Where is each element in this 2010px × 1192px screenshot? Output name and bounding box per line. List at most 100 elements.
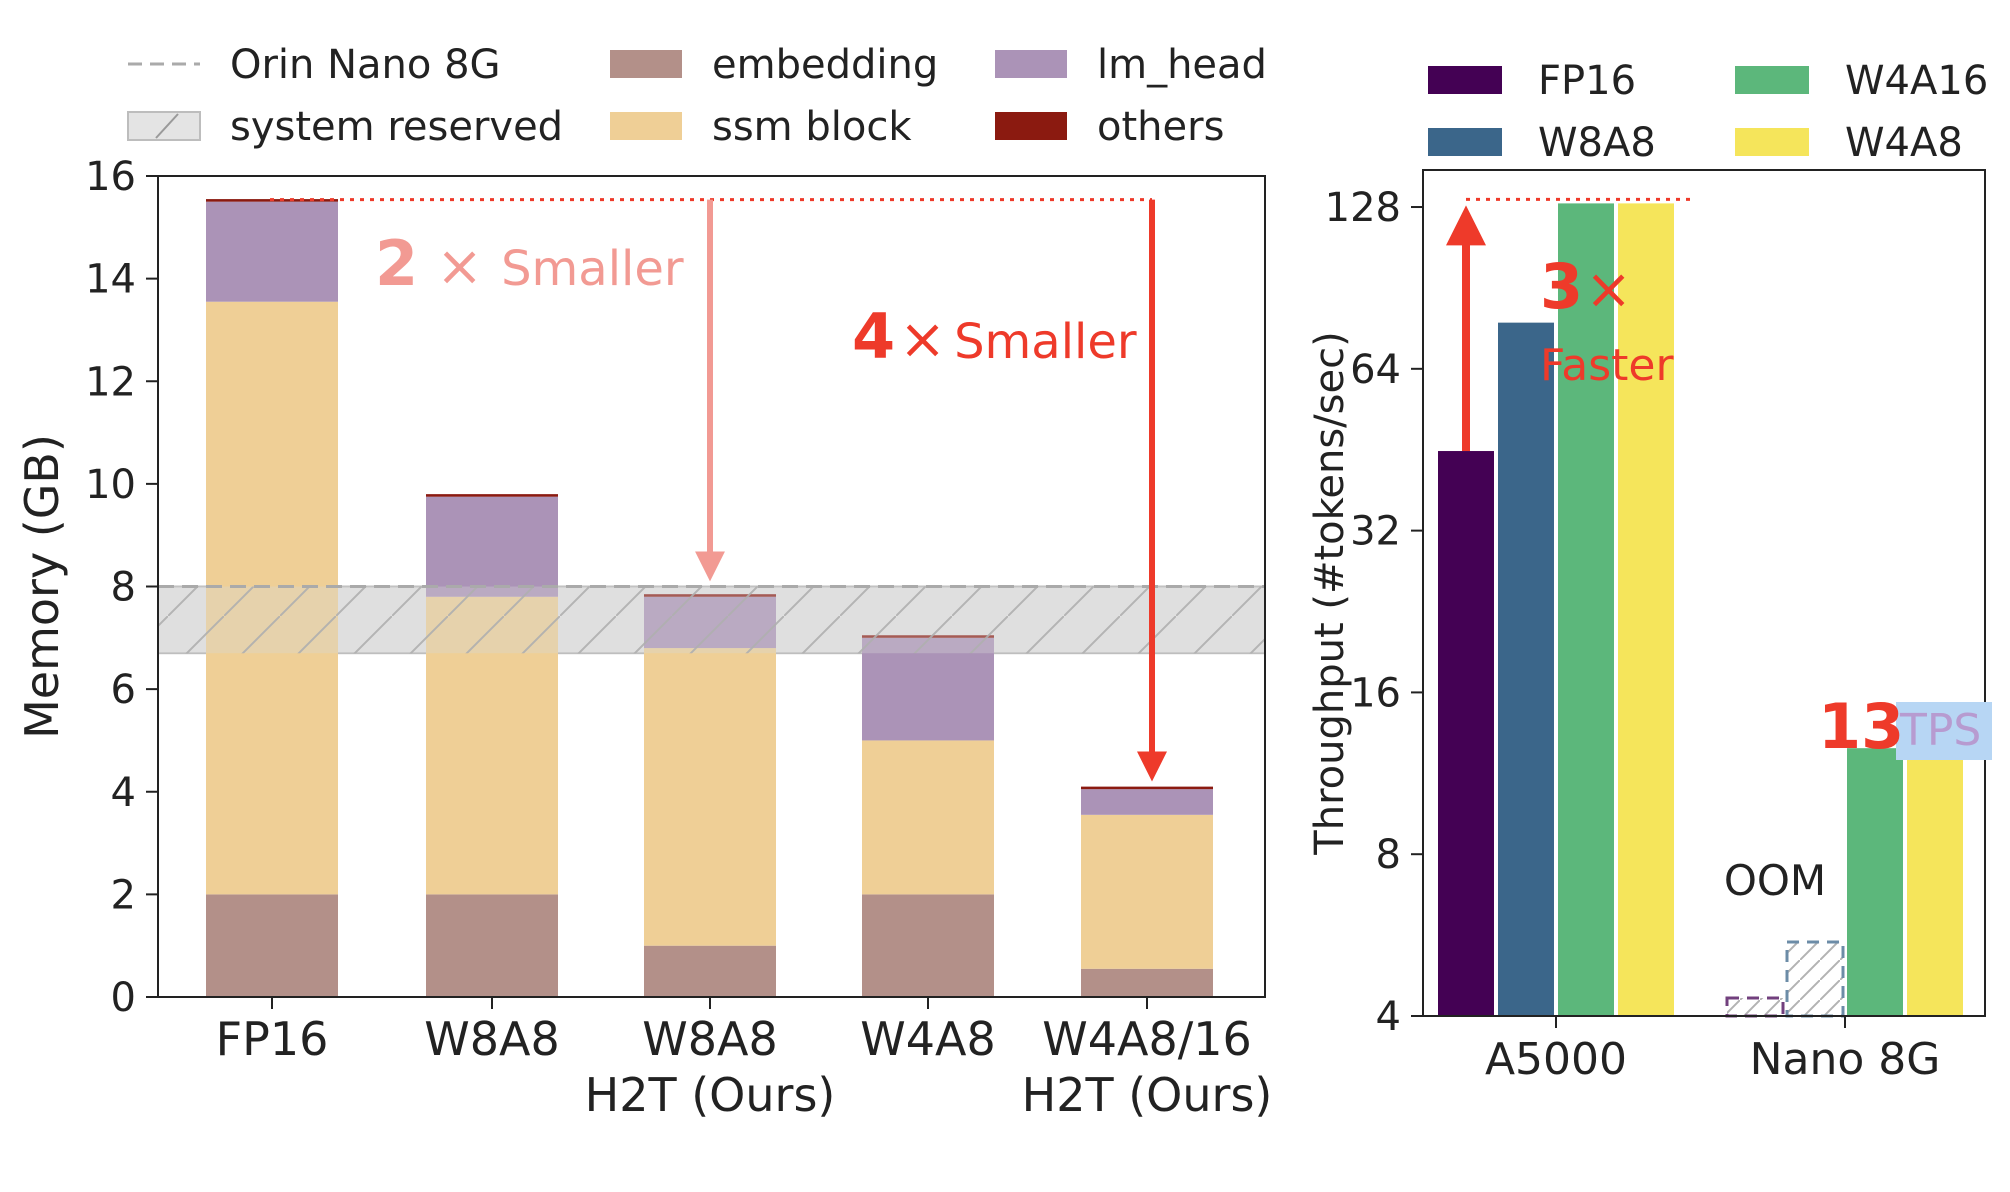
bar-lm-head-1 <box>426 496 558 597</box>
y-tick-label-8: 8 <box>1376 832 1401 878</box>
x-tick-label-nano-8g: Nano 8G <box>1750 1034 1941 1085</box>
label-3x-number: 3 <box>1540 250 1583 323</box>
legend-label-ssm-block: ssm block <box>712 104 912 150</box>
label-3x-faster-word: Faster <box>1540 340 1674 391</box>
bar-embedding-0 <box>206 894 338 997</box>
throughput-chart: 4 8 16 32 64 128 A5000 Nano 8G Throughput (#to… <box>1307 58 1992 1085</box>
bar-w4a8-a5000 <box>1618 203 1674 1017</box>
throughput-bars <box>1438 203 1963 1018</box>
x-tick-label-4-0: W4A8/16 <box>1042 1012 1252 1066</box>
bar-embedding-1 <box>426 894 558 997</box>
legend-swatch-ssm-block <box>610 112 682 140</box>
bar-lm-head-0 <box>206 201 338 302</box>
bar-w8a8-a5000 <box>1498 322 1554 1017</box>
legend-label-w4a16: W4A16 <box>1845 58 1988 104</box>
throughput-plot-frame <box>1422 169 1986 1017</box>
legend-hatch-system-reserved <box>155 113 179 139</box>
y-tick-label-12: 12 <box>85 359 136 405</box>
y-tick-label-32: 32 <box>1350 509 1401 555</box>
bar-ssm-block-3 <box>862 740 994 895</box>
bar-w4a16-a5000 <box>1558 203 1614 1017</box>
y-tick-label-0: 0 <box>111 975 136 1021</box>
legend-swatch-w4a16 <box>1735 66 1809 94</box>
oom-label: OOM <box>1724 856 1826 905</box>
x-tick-label-1-0: W8A8 <box>424 1012 559 1066</box>
bar-others-1 <box>426 494 558 497</box>
legend-swatch-system-reserved <box>127 111 201 141</box>
bar-ssm-block-4 <box>1081 814 1213 969</box>
label-2x-times: × <box>436 234 483 299</box>
bar-fp16-a5000 <box>1438 451 1494 1016</box>
memory-y-ticks: 0 2 4 6 8 10 12 14 16 <box>85 154 158 1021</box>
x-tick-label-4-1: H2T (Ours) <box>1022 1068 1273 1122</box>
legend-swatch-lm-head <box>995 50 1067 78</box>
x-tick-label-2-0: W8A8 <box>642 1012 777 1066</box>
legend-swatch-w8a8 <box>1428 128 1502 156</box>
label-3x: 3× <box>1540 250 1632 323</box>
throughput-x-ticks: A5000 Nano 8G <box>1485 1016 1940 1085</box>
legend-label-w4a8: W4A8 <box>1845 120 1963 166</box>
label-tps-unit: TPS <box>1899 705 1981 756</box>
bar-embedding-3 <box>862 894 994 997</box>
legend-swatch-others <box>995 112 1067 140</box>
label-4x-smaller: 4× Smaller <box>852 300 1137 373</box>
bar-embedding-2 <box>644 945 776 997</box>
bar-w4a16-nano-8g <box>1847 748 1903 1016</box>
y-tick-label-10: 10 <box>85 462 136 508</box>
label-4x-word: Smaller <box>954 314 1137 370</box>
bar-lm-head-3 <box>862 637 994 741</box>
memory-legend: Orin Nano 8G system reserved embedding ssm … <box>127 42 1267 150</box>
legend-label-system-reserved: system reserved <box>230 104 563 150</box>
legend-swatch-embedding <box>610 50 682 78</box>
y-tick-label-16: 16 <box>85 154 136 200</box>
y-tick-label-2: 2 <box>111 872 136 918</box>
memory-y-axis-label: Memory (GB) <box>15 434 69 739</box>
legend-label-w8a8: W8A8 <box>1538 120 1656 166</box>
bar-ssm-block-2 <box>644 648 776 946</box>
legend-swatch-w4a8 <box>1735 128 1809 156</box>
throughput-y-axis-label: Throughput (#tokens/sec) <box>1307 331 1353 855</box>
y-tick-label-6: 6 <box>111 667 136 713</box>
oom-placeholder-fp16 <box>1725 996 1785 1018</box>
system-reserved-overlay <box>158 586 1265 654</box>
label-4x-number: 4 <box>852 300 895 373</box>
throughput-legend: FP16 W8A8 W4A16 W4A8 <box>1428 58 1988 166</box>
legend-label-orin-nano-8g: Orin Nano 8G <box>230 42 501 88</box>
bar-lm-head-4 <box>1081 789 1213 815</box>
label-3x-times: × <box>1585 257 1632 322</box>
bar-w4a8-nano-8g <box>1907 748 1963 1016</box>
label-4x-times: × <box>899 307 946 372</box>
y-tick-label-4: 4 <box>1376 994 1401 1040</box>
label-2x-number: 2 <box>375 227 418 300</box>
y-tick-label-16: 16 <box>1350 670 1401 716</box>
legend-label-others: others <box>1097 104 1224 150</box>
y-tick-label-4: 4 <box>111 770 136 816</box>
x-tick-label-3-0: W4A8 <box>860 1012 995 1066</box>
system-reserved-hatch <box>158 586 1265 654</box>
label-2x-smaller: 2 × Smaller <box>375 227 684 300</box>
throughput-y-ticks: 4 8 16 32 64 128 <box>1325 185 1423 1040</box>
y-tick-label-128: 128 <box>1325 185 1401 231</box>
label-13-number: 13 <box>1818 690 1904 763</box>
tps-highlight <box>1896 702 1992 760</box>
y-tick-label-8: 8 <box>111 565 136 611</box>
memory-bars <box>158 199 1265 997</box>
legend-label-lm-head: lm_head <box>1097 42 1267 88</box>
bar-embedding-4 <box>1081 968 1213 997</box>
legend-label-embedding: embedding <box>712 42 938 88</box>
x-tick-label-a5000: A5000 <box>1485 1034 1627 1085</box>
label-2x-word: Smaller <box>501 241 684 297</box>
bar-others-4 <box>1081 786 1213 790</box>
y-tick-label-64: 64 <box>1350 347 1401 393</box>
legend-label-fp16: FP16 <box>1538 58 1636 104</box>
y-tick-label-14: 14 <box>85 257 136 303</box>
x-tick-label-2-1: H2T (Ours) <box>585 1068 836 1122</box>
oom-placeholder-w8a8 <box>1785 940 1845 1018</box>
x-tick-label-0-0: FP16 <box>216 1012 329 1066</box>
legend-swatch-fp16 <box>1428 66 1502 94</box>
